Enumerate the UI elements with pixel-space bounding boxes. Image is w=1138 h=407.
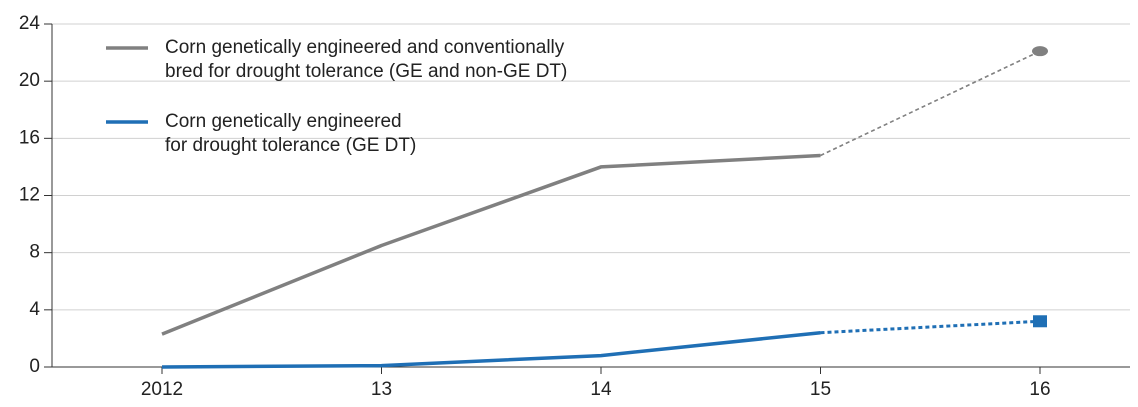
legend-label: Corn genetically engineered and conventi… (165, 37, 568, 82)
x-tick-label: 16 (1029, 379, 1050, 400)
series-projection (820, 319, 1041, 335)
x-tick-label: 13 (371, 379, 392, 400)
series-line (161, 330, 821, 369)
y-tick-label: 20 (19, 70, 40, 91)
y-tick-label: 8 (29, 242, 40, 263)
legend-label: Corn genetically engineered for drought … (165, 111, 417, 156)
y-tick-label: 0 (29, 356, 40, 377)
x-tick-label: 15 (810, 379, 831, 400)
x-tick-label: 14 (590, 379, 612, 400)
x-tick-label: 2012 (141, 379, 183, 400)
y-tick-label: 24 (19, 13, 41, 34)
series-line (161, 153, 821, 336)
y-tick-label: 12 (19, 185, 40, 206)
y-tick-label: 16 (19, 127, 40, 148)
end-marker (1033, 315, 1047, 328)
y-tick-label: 4 (29, 299, 40, 320)
series-projection (820, 50, 1041, 157)
end-marker (1032, 46, 1048, 57)
